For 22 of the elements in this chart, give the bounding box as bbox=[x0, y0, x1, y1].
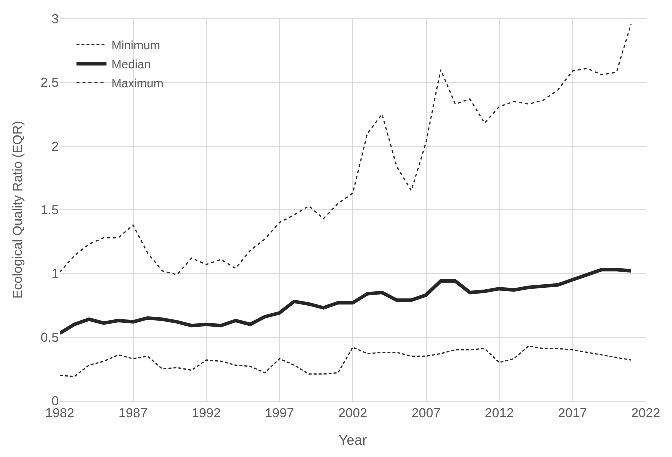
x-tick-label: 1992 bbox=[192, 406, 221, 421]
y-tick-label: 2 bbox=[52, 138, 59, 154]
x-tick-label: 2007 bbox=[412, 406, 441, 421]
x-tick-label: 2012 bbox=[485, 406, 514, 421]
y-tick-label: 3 bbox=[52, 12, 59, 27]
legend-label: Median bbox=[112, 58, 152, 72]
x-tick-label: 2017 bbox=[558, 406, 588, 421]
y-axis-title: Ecological Quality Ratio (EQR) bbox=[10, 121, 25, 299]
line-series bbox=[60, 268, 634, 336]
line-series bbox=[60, 23, 632, 276]
y-tick-label: 1 bbox=[52, 266, 59, 282]
x-tick-label: 1987 bbox=[118, 406, 148, 421]
y-tick-label: 1.5 bbox=[40, 202, 59, 218]
x-tick-label: 1997 bbox=[265, 406, 294, 421]
x-tick-label: 2022 bbox=[632, 406, 660, 421]
y-tick-label: 2.5 bbox=[40, 75, 59, 90]
y-tick-label: 0.5 bbox=[40, 330, 59, 345]
legend-label: Minimum bbox=[112, 38, 160, 53]
x-axis-title: Year bbox=[338, 432, 368, 448]
line-series bbox=[60, 346, 632, 378]
legend-label: Maximum bbox=[112, 76, 164, 91]
x-tick-label: 2002 bbox=[338, 406, 368, 421]
